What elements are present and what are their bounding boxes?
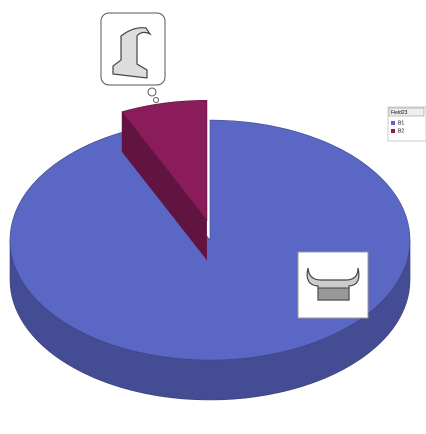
legend-label: B2: [398, 128, 404, 134]
legend: Field23 B1 B2: [387, 106, 426, 142]
legend-title: Field23: [391, 110, 408, 116]
slice: [121, 100, 208, 261]
slice-top: [9, 119, 411, 361]
callout-icon: [100, 12, 166, 103]
slice-icon: [297, 251, 369, 319]
legend-label: B1: [398, 120, 404, 126]
slice-top: [121, 100, 208, 222]
legend-swatch: [391, 121, 395, 125]
pie: [9, 100, 411, 401]
slice-cut: [121, 111, 207, 261]
legend-title-box[interactable]: [388, 107, 425, 117]
legend-swatch: [391, 129, 395, 133]
